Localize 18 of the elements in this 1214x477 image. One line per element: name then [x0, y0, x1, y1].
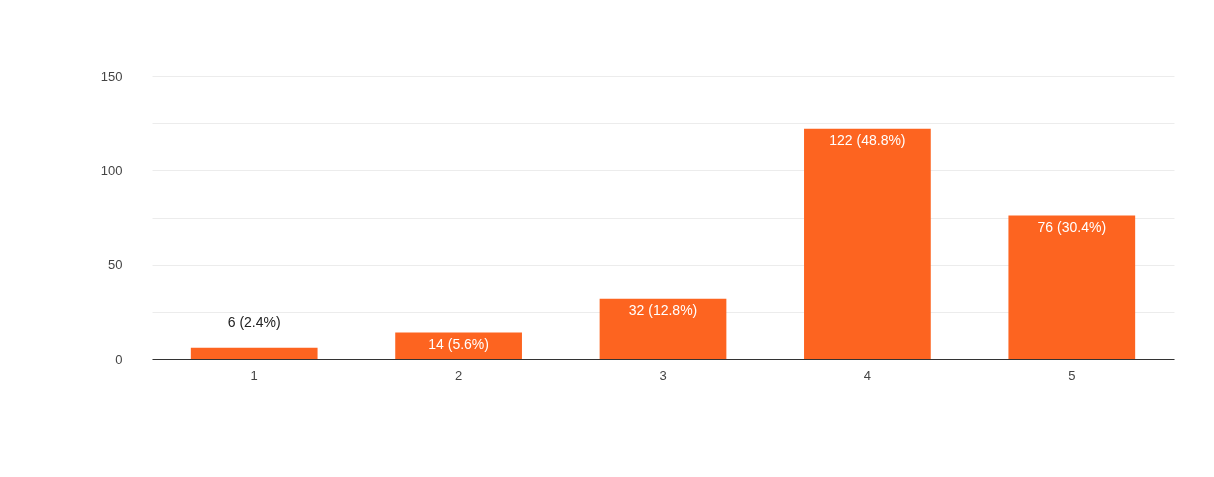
- y-tick-label: 50: [108, 257, 123, 273]
- x-tick-label: 3: [659, 367, 667, 383]
- data-label: 6 (2.4%): [227, 313, 281, 330]
- bar: [1008, 215, 1136, 359]
- x-tick-label: 4: [863, 367, 872, 383]
- x-tick-label: 1: [250, 367, 258, 383]
- y-tick-label: 100: [100, 162, 123, 178]
- data-label: 76 (30.4%): [1037, 218, 1107, 235]
- data-label: 122 (48.8%): [829, 131, 906, 148]
- data-label: 14 (5.6%): [428, 335, 489, 352]
- x-tick-label: 5: [1068, 367, 1076, 383]
- data-label: 32 (12.8%): [628, 301, 698, 318]
- bar: [804, 128, 931, 359]
- y-tick-label: 150: [100, 68, 123, 84]
- x-tick-label: 2: [454, 367, 463, 383]
- bar: [599, 298, 727, 359]
- bar: [190, 347, 318, 359]
- y-tick-label: 0: [115, 351, 123, 367]
